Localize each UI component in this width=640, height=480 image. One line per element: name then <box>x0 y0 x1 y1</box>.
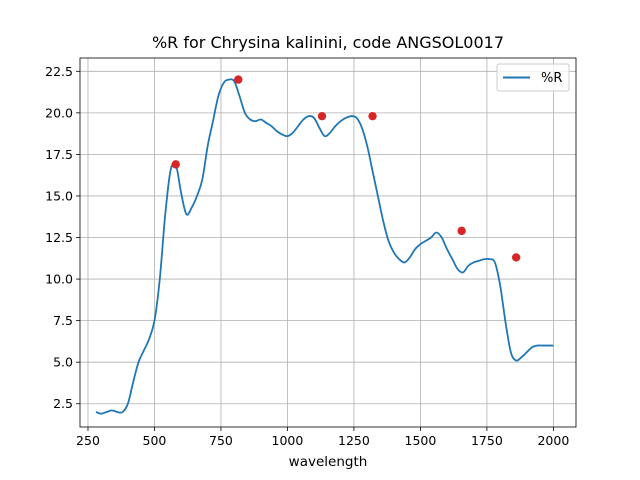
peak-marker <box>368 111 377 121</box>
y-axis-ticks: 2.5 5.0 7.5 10.0 12.5 15.0 17.5 20.0 22.5 <box>45 64 80 411</box>
y-tick-label: 2.5 <box>53 396 73 411</box>
peak-marker <box>171 160 180 169</box>
chart-title: %R for Chrysina kalinini, code ANGSOL001… <box>152 33 504 52</box>
legend-label: %R <box>541 71 562 86</box>
peak-marker <box>234 75 243 84</box>
peak-marker <box>457 226 466 236</box>
x-tick-label: 1250 <box>338 433 370 448</box>
series-layer <box>95 78 554 415</box>
y-tick-label: 12.5 <box>45 230 73 245</box>
series-line <box>95 78 554 415</box>
x-axis-ticks: 250 500 750 1000 1250 1500 1750 2000 <box>76 427 569 448</box>
grid <box>80 58 576 427</box>
x-tick-label: 1750 <box>471 433 503 448</box>
x-axis-label: wavelength <box>289 454 368 470</box>
x-tick-label: 750 <box>209 433 233 448</box>
x-tick-label: 1500 <box>405 433 437 448</box>
y-tick-label: 5.0 <box>53 355 73 370</box>
peak-markers <box>171 75 521 262</box>
x-tick-label: 500 <box>143 433 167 448</box>
x-tick-label: 2000 <box>537 433 569 448</box>
legend: %R <box>496 63 570 92</box>
y-tick-label: 15.0 <box>45 188 73 203</box>
peak-marker <box>317 111 327 121</box>
y-tick-label: 22.5 <box>45 64 73 79</box>
y-tick-label: 7.5 <box>53 313 73 328</box>
x-tick-label: 250 <box>76 433 100 448</box>
legend-box <box>496 63 570 92</box>
peak-marker <box>511 253 521 262</box>
plot-frame <box>79 57 577 428</box>
y-tick-label: 17.5 <box>45 147 73 162</box>
y-tick-label: 20.0 <box>45 105 73 120</box>
x-tick-label: 1000 <box>272 433 304 448</box>
y-tick-label: 10.0 <box>45 272 73 287</box>
